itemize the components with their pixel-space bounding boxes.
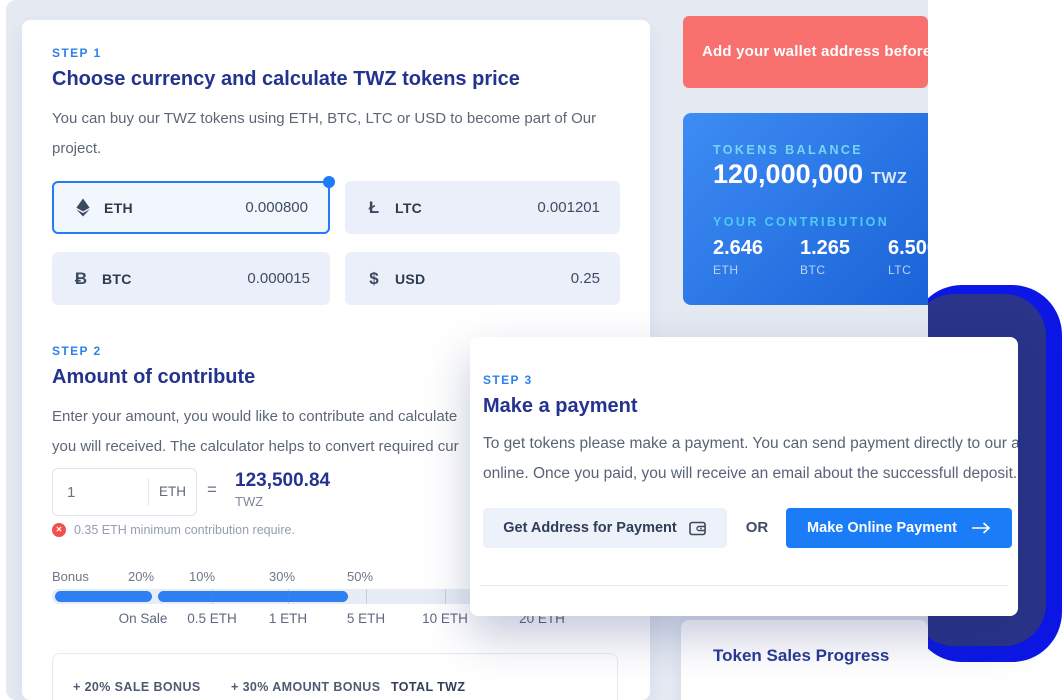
converted-token-amount: 123,500.84	[235, 470, 331, 491]
bonus-summary-box: + 20% SALE BONUS + 30% AMOUNT BONUS TOTA…	[52, 653, 618, 700]
wallet-icon	[688, 521, 707, 536]
step3-label: STEP 3	[483, 373, 533, 387]
litecoin-icon: Ł	[368, 197, 380, 217]
step2-title: Amount of contribute	[52, 366, 256, 388]
tokens-balance-amount: 120,000,000 TWZ	[713, 159, 907, 190]
currency-rate: 0.25	[570, 270, 600, 287]
bonus-tick-label: 1 ETH	[268, 611, 308, 626]
contribution-currency: ETH	[713, 263, 739, 277]
currency-code: LTC	[395, 199, 423, 216]
wallet-address-alert[interactable]: Add your wallet address before buying	[683, 16, 928, 88]
bonus-percent-label: 10%	[188, 569, 216, 584]
currency-rate: 0.000800	[245, 199, 308, 216]
error-message: 0.35 ETH minimum contribution require.	[74, 523, 295, 537]
bonus-progress-fill-2	[158, 591, 348, 602]
contribution-btc: 1.265 BTC	[800, 237, 850, 277]
bonus-percent-label: 20%	[127, 569, 155, 584]
bar-separator	[366, 589, 367, 604]
contribution-value: 2.646	[713, 237, 764, 259]
contribution-currency: BTC	[800, 263, 826, 277]
token-sales-progress-card: Token Sales Progress	[681, 620, 928, 700]
step2-description-line2: you will received. The calculator helps …	[52, 438, 459, 455]
currency-usd-button[interactable]: $ USD 0.25	[345, 252, 620, 305]
currency-btc-button[interactable]: Ƀ BTC 0.000015	[52, 252, 330, 305]
currency-eth-button[interactable]: ETH 0.000800	[52, 176, 335, 234]
bonus-progress-fill-1	[55, 591, 152, 602]
amount-input[interactable]: 1 ETH	[52, 468, 197, 516]
ethereum-icon	[72, 198, 94, 217]
currency-code: ETH	[104, 199, 133, 216]
equals-sign: =	[207, 480, 217, 499]
tokens-balance-unit: TWZ	[871, 170, 908, 187]
contribution-eth: 2.646 ETH	[713, 237, 763, 277]
currency-code: BTC	[102, 270, 132, 287]
bonus-label: Bonus	[52, 569, 89, 584]
total-twz-label: TOTAL TWZ	[391, 680, 466, 694]
contribution-value: 6.500	[888, 237, 928, 259]
step2-description: Enter your amount, you would like to con…	[52, 402, 612, 462]
currency-rate: 0.001201	[537, 199, 600, 216]
tokens-balance-value: 120,000,000	[713, 159, 864, 189]
currency-ltc-button[interactable]: Ł LTC 0.001201	[345, 181, 620, 234]
arrow-right-icon	[971, 522, 991, 534]
amount-currency-label: ETH	[148, 478, 196, 506]
error-cross-icon: ✕	[52, 523, 66, 537]
step1-title: Choose currency and calculate TWZ tokens…	[52, 68, 520, 90]
step3-title: Make a payment	[483, 395, 638, 417]
bonus-tick-label: 0.5 ETH	[187, 611, 237, 626]
bonus-tick-label: 5 ETH	[346, 611, 386, 626]
currency-code: USD	[395, 270, 426, 287]
step1-label: STEP 1	[52, 46, 102, 60]
bitcoin-icon: Ƀ	[74, 268, 88, 288]
contribution-currency: LTC	[888, 263, 912, 277]
payment-modal: STEP 3 Make a payment To get tokens plea…	[470, 337, 1018, 616]
make-online-payment-label: Make Online Payment	[807, 520, 957, 536]
bar-separator	[212, 589, 213, 604]
bonus-tick-label: On Sale	[118, 611, 168, 626]
bonus-tick-label: 10 ETH	[422, 611, 468, 626]
dollar-icon: $	[369, 268, 379, 288]
step2-label: STEP 2	[52, 344, 102, 358]
step2-description-line1: Enter your amount, you would like to con…	[52, 408, 458, 425]
sale-bonus-label: + 20% SALE BONUS	[73, 680, 201, 694]
step3-description-line2: online. Once you paid, you will receive …	[483, 465, 1018, 482]
make-online-payment-button[interactable]: Make Online Payment	[786, 508, 1012, 548]
selected-indicator-dot	[323, 176, 335, 188]
token-sales-progress-title: Token Sales Progress	[713, 646, 890, 665]
amount-value[interactable]: 1	[67, 483, 76, 501]
bar-separator	[288, 589, 289, 604]
converted-token-unit: TWZ	[235, 494, 264, 509]
step3-description: To get tokens please make a payment. You…	[483, 429, 1018, 489]
or-separator: OR	[745, 519, 769, 536]
modal-divider	[480, 585, 1008, 586]
currency-rate: 0.000015	[247, 270, 310, 287]
step1-description: You can buy our TWZ tokens using ETH, BT…	[52, 110, 597, 157]
step3-description-line1: To get tokens please make a payment. You…	[483, 435, 1018, 452]
contribution-ltc: 6.500 LTC	[888, 237, 928, 277]
get-address-button-label: Get Address for Payment	[503, 520, 677, 536]
contribution-value: 1.265	[800, 237, 851, 259]
tokens-balance-card: TOKENS BALANCE 120,000,000 TWZ YOUR CONT…	[683, 113, 928, 305]
bonus-percent-label: 50%	[346, 569, 374, 584]
bar-separator	[445, 589, 446, 604]
minimum-contribution-error: ✕ 0.35 ETH minimum contribution require.	[52, 523, 295, 537]
tokens-balance-label: TOKENS BALANCE	[713, 143, 864, 157]
amount-bonus-label: + 30% AMOUNT BONUS	[231, 680, 381, 694]
bonus-percent-label: 30%	[268, 569, 296, 584]
get-address-button[interactable]: Get Address for Payment	[483, 508, 727, 548]
your-contribution-label: YOUR CONTRIBUTION	[713, 215, 890, 229]
